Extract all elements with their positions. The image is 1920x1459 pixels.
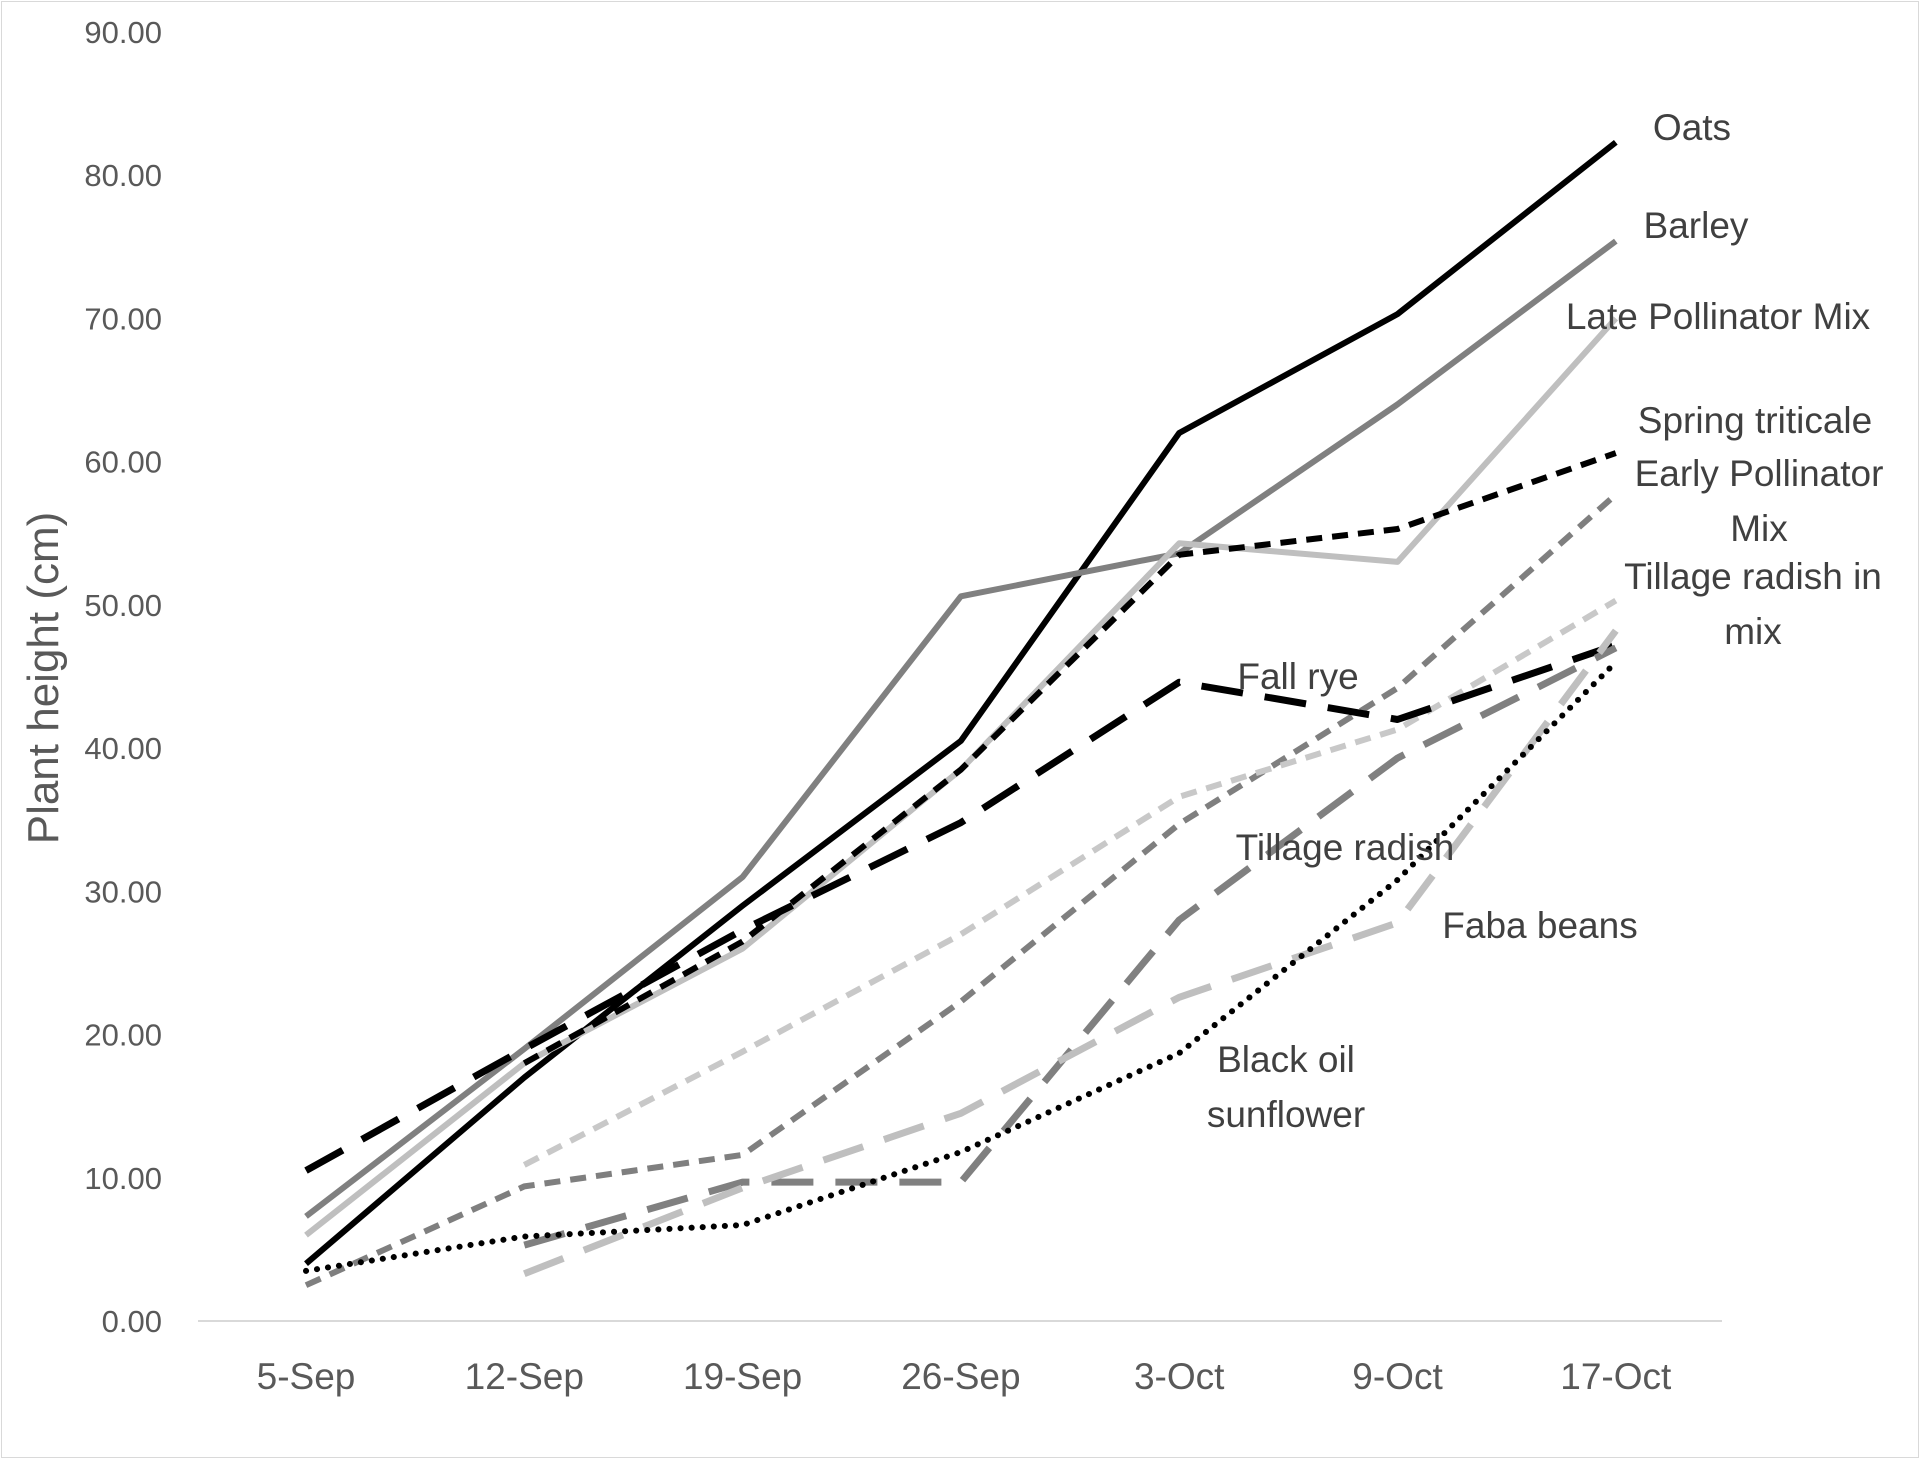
series-line-tillage-radish: [523, 644, 1618, 1249]
series-labels: Oats Barley Late Pollinator Mix Spring trit…: [1207, 107, 1884, 1135]
series-label-oats: Oats: [1653, 107, 1731, 148]
x-tick-label: 5-Sep: [257, 1356, 356, 1397]
series-line-tillage-radish-in-mix: [522, 598, 1618, 1168]
series-label-late-pollinator-mix: Late Pollinator Mix: [1566, 296, 1871, 337]
series-line-faba-beans: [523, 628, 1619, 1277]
y-tick-label: 30.00: [84, 874, 162, 909]
y-axis: 0.00 10.00 20.00 30.00 40.00 50.00 60.00 70.00 8…: [84, 15, 162, 1339]
x-tick-label: 12-Sep: [465, 1356, 584, 1397]
series-line-oats: [304, 139, 1618, 1266]
x-tick-label: 3-Oct: [1134, 1356, 1225, 1397]
series-line-barley: [304, 238, 1618, 1219]
series-lines: [303, 139, 1619, 1288]
y-tick-label: 40.00: [84, 731, 162, 766]
x-tick-label: 19-Sep: [683, 1356, 802, 1397]
series-label-spring-triticale: Spring triticale: [1638, 400, 1872, 441]
y-tick-label: 60.00: [84, 445, 162, 480]
x-tick-label: 26-Sep: [901, 1356, 1020, 1397]
series-label-faba-beans: Faba beans: [1442, 905, 1637, 946]
y-tick-label: 0.00: [102, 1304, 162, 1339]
y-tick-label: 50.00: [84, 588, 162, 623]
series-line-spring-triticale: [522, 450, 1617, 1066]
y-axis-title: Plant height (cm): [19, 512, 68, 845]
y-tick-label: 90.00: [84, 15, 162, 50]
x-tick-label: 9-Oct: [1352, 1356, 1443, 1397]
series-line-fall-rye: [304, 641, 1617, 1174]
y-tick-label: 20.00: [84, 1018, 162, 1053]
series-line-early-pollinator-mix: [304, 492, 1618, 1288]
x-axis: 5-Sep 12-Sep 19-Sep 26-Sep 3-Oct 9-Oct 17-Oct: [198, 1320, 1722, 1397]
y-tick-label: 80.00: [84, 158, 162, 193]
series-line-black-oil-sunflower: [303, 659, 1619, 1274]
y-tick-label: 10.00: [84, 1161, 162, 1196]
series-label-early-pollinator-mix: Early Pollinator Mix: [1635, 453, 1884, 549]
series-label-black-oil-sunflower: Black oil sunflower: [1207, 1039, 1365, 1135]
series-label-tillage-radish-in-mix: Tillage radish in mix: [1624, 556, 1882, 652]
x-tick-label: 17-Oct: [1560, 1356, 1672, 1397]
series-label-tillage-radish: Tillage radish: [1236, 827, 1455, 868]
y-tick-label: 70.00: [84, 301, 162, 336]
series-label-fall-rye: Fall rye: [1237, 656, 1358, 697]
series-label-barley: Barley: [1644, 205, 1749, 246]
